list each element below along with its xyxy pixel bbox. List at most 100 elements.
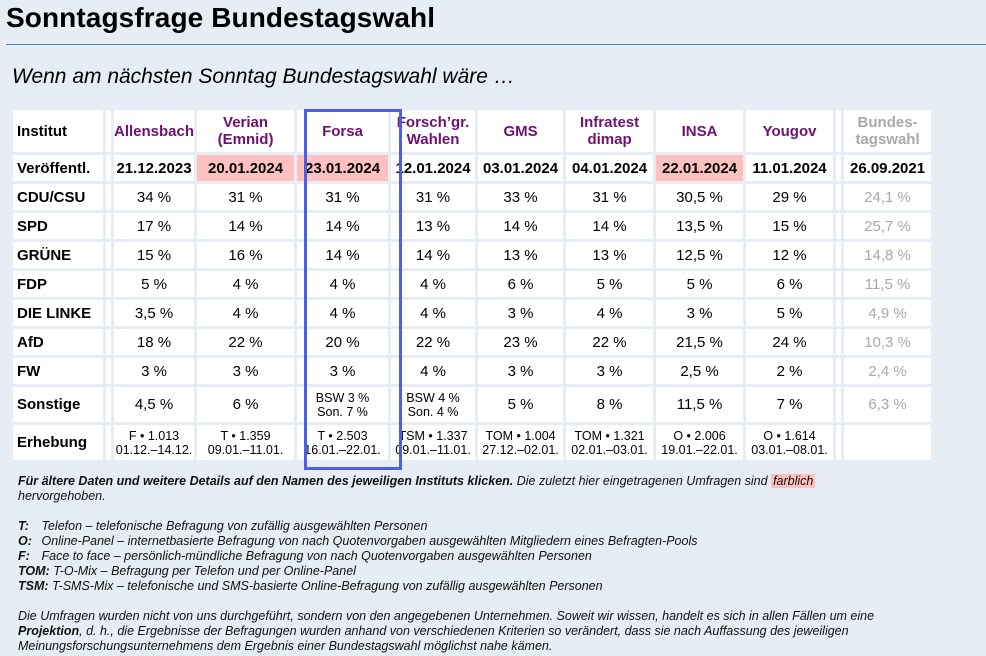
institute-link-insa[interactable]: INSA <box>656 110 744 152</box>
legend-text: Online-Panel – internetbasierte Befragun… <box>41 534 698 548</box>
poll-value: 33 % <box>478 184 564 210</box>
party-name: SPD <box>13 213 103 239</box>
poll-value-text: 24 % <box>772 333 807 351</box>
corner-label: Institut <box>13 110 103 152</box>
poll-value: 3 % <box>297 358 389 384</box>
poll-value: 4 % <box>566 300 654 326</box>
institute-link-verian[interactable]: Verian (Emnid) <box>197 110 295 152</box>
party-name: AfD <box>13 329 103 355</box>
published-date: 03.01.2024 <box>478 155 564 181</box>
poll-value-text: 18 % <box>136 333 172 351</box>
institute-link-forschgr[interactable]: Forsch’gr. Wahlen <box>391 110 476 152</box>
survey-info: T • 2.503 16.01.–22.01. <box>297 425 389 460</box>
poll-value: 20 % <box>297 329 389 355</box>
poll-value: 22 % <box>391 329 476 355</box>
spacer-cell <box>836 213 842 239</box>
poll-value-text: 30,5 % <box>676 188 723 206</box>
poll-value: 31 % <box>566 184 654 210</box>
cell-line-1: 8 % <box>596 396 623 413</box>
survey-info: O • 2.006 19.01.–22.01. <box>656 425 744 460</box>
survey-info: T • 1.359 09.01.–11.01. <box>197 425 295 460</box>
poll-value: 6 % <box>746 271 834 297</box>
institute-link-infratest[interactable]: Infratest dimap <box>566 110 654 152</box>
institute-link-allensbach[interactable]: Allensbach <box>114 110 195 152</box>
poll-value-text: 3 % <box>596 362 623 380</box>
poll-value-text: 3 % <box>232 362 259 380</box>
poll-value-text: 14 % <box>325 246 360 264</box>
poll-value-text: 6 % <box>776 275 803 293</box>
poll-value: 4 % <box>197 271 295 297</box>
poll-value: 3 % <box>656 300 744 326</box>
notes-section: Für ältere Daten und weitere Details auf… <box>18 474 968 654</box>
poll-value-text: 20 % <box>325 333 360 351</box>
party-name-text: AfD <box>17 333 44 351</box>
poll-value: 3 % <box>197 358 295 384</box>
cell-line-1: GMS <box>503 122 538 140</box>
election-result: 14,8 % <box>844 242 932 268</box>
cell-line-2: 01.12.–14.12. <box>115 442 193 457</box>
poll-value: 34 % <box>114 184 195 210</box>
cell-line-1: 4,5 % <box>134 396 174 413</box>
election-result: 6,3 % <box>844 387 932 422</box>
institute-link-yougov[interactable]: Yougov <box>746 110 834 152</box>
party-name-text: FDP <box>17 275 47 293</box>
poll-value-text: 33 % <box>503 188 538 206</box>
legend-text: T-O-Mix – Befragung per Telefon und per … <box>53 564 356 578</box>
spacer-cell <box>106 184 111 210</box>
poll-value: 22 % <box>566 329 654 355</box>
poll-value-text: 14 % <box>228 217 263 235</box>
poll-value: 14 % <box>197 213 295 239</box>
poll-value: 2,5 % <box>656 358 744 384</box>
poll-value-text: 31 % <box>228 188 263 206</box>
poll-value-text: 5 % <box>141 275 167 293</box>
party-name: GRÜNE <box>13 242 103 268</box>
election-result-text: 2,4 % <box>868 362 907 380</box>
poll-value-text: 3 % <box>686 304 713 322</box>
sonstige-row: Sonstige 4,5 % 6 % BSW 3 % Son. 7 % BSW 4 % So… <box>13 387 932 422</box>
spacer-cell <box>106 358 111 384</box>
cell-line-1: T • 1.359 <box>220 428 271 443</box>
date-text: 12.01.2024 <box>395 159 471 177</box>
party-name: FW <box>13 358 103 384</box>
poll-value: 7 % <box>746 387 834 422</box>
poll-value: 6 % <box>478 271 564 297</box>
poll-value-text: 14 % <box>325 217 360 235</box>
date-text: 20.01.2024 <box>207 159 284 177</box>
cell-line-2: 19.01.–22.01. <box>661 442 738 457</box>
cell-line-1: INSA <box>681 122 718 140</box>
page-subtitle: Wenn am nächsten Sonntag Bundestagswahl … <box>12 65 515 88</box>
poll-value-text: 14 % <box>415 246 451 264</box>
poll-value: 14 % <box>566 213 654 239</box>
notes-intro-text: Die zuletzt hier eingetragenen Umfragen … <box>513 474 772 488</box>
poll-value-text: 12,5 % <box>676 246 723 264</box>
election-result-text: 6,3 % <box>868 396 907 413</box>
party-name-text: Sonstige <box>17 396 81 413</box>
spacer-cell <box>836 387 842 422</box>
party-name: FDP <box>13 271 103 297</box>
notes-intro: Für ältere Daten und weitere Details auf… <box>18 474 968 504</box>
spacer-cell <box>836 300 842 326</box>
poll-value: 14 % <box>297 213 389 239</box>
legend-key: T: <box>18 519 29 533</box>
poll-value: 12,5 % <box>656 242 744 268</box>
institute-link-gms[interactable]: GMS <box>478 110 564 152</box>
cell-line-2: 02.01.–03.01. <box>571 442 648 457</box>
spacer-cell <box>106 329 111 355</box>
poll-value-text: 16 % <box>228 246 263 264</box>
poll-value: 2 % <box>746 358 834 384</box>
poll-value: 4 % <box>297 300 389 326</box>
institute-link-forsa[interactable]: Forsa <box>297 110 389 152</box>
party-name: CDU/CSU <box>13 184 103 210</box>
row-label-text: Erhebung <box>17 433 87 451</box>
poll-value: 5 % <box>478 387 564 422</box>
poll-value: 14 % <box>478 213 564 239</box>
poll-value: 17 % <box>114 213 195 239</box>
poll-value-text: 29 % <box>772 188 807 206</box>
cell-line-1: T • 2.503 <box>317 428 368 443</box>
poll-value-text: 34 % <box>136 188 172 206</box>
poll-value-text: 22 % <box>415 333 451 351</box>
date-text: 26.09.2021 <box>849 159 926 177</box>
legend-item: TSM: T-SMS-Mix – telefonische und SMS-ba… <box>18 579 968 594</box>
notes-intro-end: hervorgehoben. <box>18 489 106 503</box>
spacer-cell <box>106 300 111 326</box>
